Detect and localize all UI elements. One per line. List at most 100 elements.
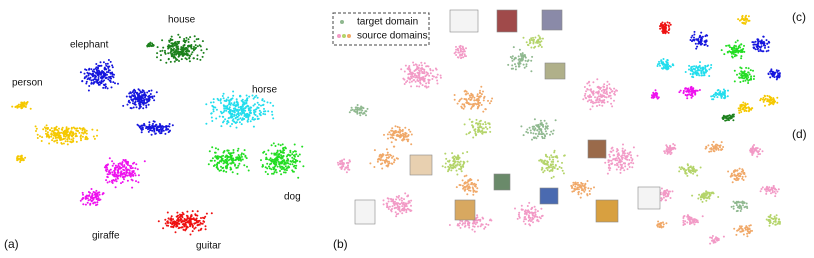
point [760, 47, 762, 49]
point [225, 171, 227, 173]
point [747, 82, 749, 84]
point [193, 228, 195, 230]
point [690, 170, 692, 172]
point [142, 89, 144, 91]
point [660, 225, 662, 227]
point [623, 169, 625, 171]
point [228, 117, 230, 119]
point [276, 156, 278, 158]
point [21, 107, 23, 109]
point [666, 64, 668, 66]
point [458, 57, 460, 59]
point [450, 169, 452, 171]
point [86, 137, 88, 139]
point [341, 160, 343, 162]
point [58, 136, 60, 138]
point [668, 148, 670, 150]
point [482, 131, 484, 133]
point [544, 135, 546, 137]
point [700, 75, 702, 77]
point [736, 55, 738, 57]
point [465, 93, 467, 95]
point [206, 213, 208, 215]
point [118, 175, 120, 177]
point [184, 41, 186, 43]
point [170, 49, 172, 51]
point [611, 151, 613, 153]
point [584, 93, 586, 95]
point [511, 64, 513, 66]
point [277, 153, 279, 155]
point [236, 116, 238, 118]
point [769, 76, 771, 78]
point [747, 20, 749, 22]
point [691, 69, 693, 71]
point [599, 104, 601, 106]
point [665, 199, 667, 201]
point [611, 148, 613, 150]
point [695, 70, 697, 72]
point [170, 61, 172, 63]
point [478, 123, 480, 125]
point [461, 54, 463, 56]
point [56, 126, 58, 128]
point [167, 125, 169, 127]
point [110, 73, 112, 75]
point [630, 162, 632, 164]
point [733, 116, 735, 118]
point [172, 55, 174, 57]
point [697, 198, 699, 200]
point [133, 162, 135, 164]
point [611, 160, 613, 162]
point [665, 192, 667, 194]
class-label: giraffe [92, 231, 120, 242]
point [413, 79, 415, 81]
point [771, 188, 773, 190]
point [583, 185, 585, 187]
point [54, 128, 56, 130]
point [117, 178, 119, 180]
point [265, 153, 267, 155]
point [607, 173, 609, 175]
point [168, 45, 170, 47]
point [426, 87, 428, 89]
point [193, 46, 195, 48]
point [582, 189, 584, 191]
point [482, 123, 484, 125]
point [399, 210, 401, 212]
point [84, 73, 86, 75]
point [35, 130, 37, 132]
point [86, 133, 88, 135]
point [53, 134, 55, 136]
point [600, 100, 602, 102]
point [557, 168, 559, 170]
point [743, 19, 745, 21]
point [418, 69, 420, 71]
point [277, 159, 279, 161]
point [397, 206, 399, 208]
point [713, 146, 715, 148]
point [342, 165, 344, 167]
point [247, 120, 249, 122]
point [258, 104, 260, 106]
point [603, 95, 605, 97]
point [771, 217, 773, 219]
point [699, 89, 701, 91]
point [751, 148, 753, 150]
point [481, 126, 483, 128]
point [231, 113, 233, 115]
point [111, 181, 113, 183]
point [603, 83, 605, 85]
point [592, 105, 594, 107]
point [63, 143, 65, 145]
point [127, 104, 129, 106]
point [287, 154, 289, 156]
point [211, 212, 213, 214]
point [181, 50, 183, 52]
point [687, 88, 689, 90]
point [138, 101, 140, 103]
point [746, 235, 748, 237]
point [355, 107, 357, 109]
point [462, 164, 464, 166]
point [160, 129, 162, 131]
